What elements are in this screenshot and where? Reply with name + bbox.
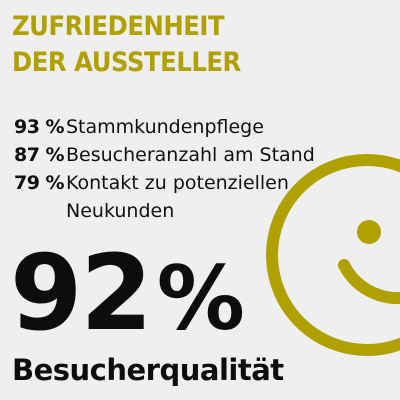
stat-item: 87 % Besucheranzahl am Stand xyxy=(14,141,336,169)
stat-label: Besucheranzahl am Stand xyxy=(66,144,315,166)
stats-list: 93 % Stammkundenpflege 87 % Besucheranza… xyxy=(14,113,336,225)
headline: ZUFRIEDENHEIT DER AUSSTELLER xyxy=(12,9,266,81)
smiley-mouth xyxy=(338,259,400,305)
smiley-face-icon xyxy=(266,154,400,356)
stat-value: 93 % xyxy=(14,116,65,138)
smiley-outline xyxy=(266,154,400,356)
highlight-percentage: 92% xyxy=(10,238,245,354)
headline-line-1: ZUFRIEDENHEIT xyxy=(12,11,225,42)
highlight-caption: Besucherqualität xyxy=(12,353,284,387)
highlight-number: 92 xyxy=(10,232,153,354)
stat-item: 79 % Kontakt zu potenziellen Neukunden xyxy=(14,169,336,225)
stat-value: 87 % xyxy=(14,144,65,166)
stat-label: Stammkundenpflege xyxy=(66,116,264,138)
smiley-eye xyxy=(357,220,381,244)
stat-value: 79 % xyxy=(14,172,65,194)
headline-line-2: DER AUSSTELLER xyxy=(12,47,241,78)
stat-item: 93 % Stammkundenpflege xyxy=(14,113,336,141)
highlight-percent-sign: % xyxy=(156,247,245,350)
stat-label: Kontakt zu potenziellen Neukunden xyxy=(66,172,289,222)
